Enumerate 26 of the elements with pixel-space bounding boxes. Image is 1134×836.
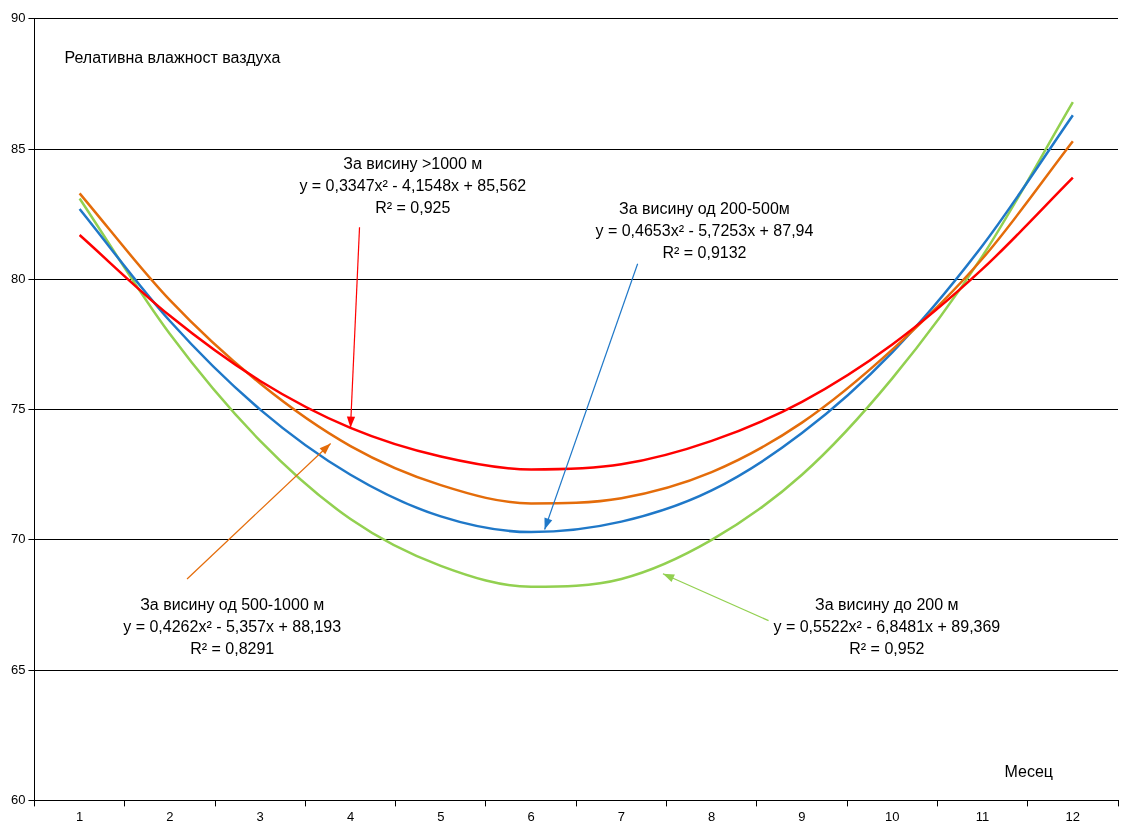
- annotation: За висину до 200 м y = 0,5522x² - 6,8481x + 89,369 R² = 0,952: [773, 595, 1001, 657]
- x-axis-title: Месец: [1004, 762, 1053, 780]
- x-tick-label: 6: [527, 808, 535, 824]
- x-tick-label: 12: [1065, 808, 1081, 824]
- y-tick-label: 75: [10, 401, 26, 417]
- y-tick-label: 85: [10, 140, 26, 156]
- line-series: [78, 176, 1075, 471]
- x-tick-label: 3: [256, 808, 264, 824]
- y-tick-label: 90: [10, 10, 26, 26]
- text: Релативна влажност ваздуха: [64, 49, 281, 67]
- x-tick-label: 7: [617, 808, 625, 824]
- x-tick-label: 10: [885, 808, 900, 824]
- y-tick-label: 60: [10, 791, 26, 807]
- y-tick-label: 70: [10, 531, 26, 547]
- annotation: За висину од 200-500м y = 0,4653x² - 5,7253x + 87,94 R² = 0,9132: [595, 199, 814, 261]
- x-tick-label: 2: [166, 808, 174, 824]
- y-tick-label: 80: [10, 270, 26, 286]
- y-tick-label: 65: [10, 661, 26, 677]
- annotation: За висину од 500-1000 м y = 0,4262x² - 5,357x + 88,193 R² = 0,8291: [123, 595, 342, 657]
- x-tick-label: 1: [75, 808, 84, 824]
- x-tick-label: 8: [708, 808, 716, 824]
- x-tick-label: 9: [798, 808, 806, 824]
- x-tick-label: 5: [437, 808, 445, 824]
- annotation: За висину >1000 м y = 0,3347x² - 4,1548x + 85,562 R² = 0,925: [299, 155, 527, 217]
- x-tick-label: 4: [346, 808, 355, 824]
- x-tick-label: 11: [975, 808, 990, 824]
